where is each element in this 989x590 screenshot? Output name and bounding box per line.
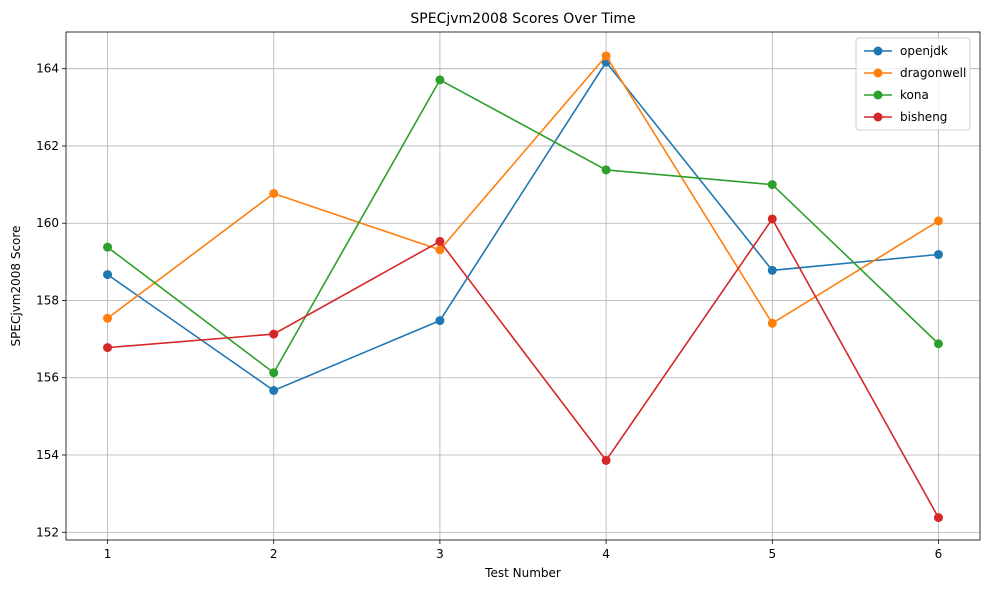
data-point (933, 339, 943, 349)
legend-item-kona: kona (864, 88, 929, 102)
legend-label: dragonwell (900, 66, 966, 80)
y-tick-label: 158 (36, 293, 59, 307)
series-layer (103, 51, 943, 523)
legend-item-dragonwell: dragonwell (864, 66, 966, 80)
data-point (269, 188, 279, 198)
x-tick-label: 1 (104, 547, 112, 561)
data-point (435, 75, 445, 85)
data-point (269, 329, 279, 339)
plot-frame (65, 31, 981, 541)
data-point (435, 236, 445, 246)
data-point (767, 265, 777, 275)
data-point (103, 242, 113, 252)
y-tick-label: 152 (36, 525, 59, 539)
series-line (107, 78, 940, 374)
data-point (767, 214, 777, 224)
legend-label: bisheng (900, 110, 947, 124)
grid-layer (66, 32, 980, 540)
data-point (933, 216, 943, 226)
legend-marker (873, 68, 883, 78)
data-point (601, 455, 611, 465)
data-point (435, 316, 445, 326)
legend-marker (873, 90, 883, 100)
y-tick-label: 154 (36, 448, 59, 462)
data-point (601, 165, 611, 175)
legend-item-bisheng: bisheng (864, 110, 947, 124)
data-point (767, 318, 777, 328)
y-tick-label: 156 (36, 371, 59, 385)
data-point (933, 250, 943, 260)
series-kona (103, 75, 943, 378)
y-tick-label: 164 (36, 62, 59, 76)
ticks-layer: 1 2 3 4 5 6 152 154 156 158 160 162 164 (36, 62, 942, 561)
data-point (933, 513, 943, 523)
series-line (107, 217, 940, 518)
data-point (103, 343, 113, 353)
x-tick-label: 6 (935, 547, 943, 561)
legend-marker (873, 46, 883, 56)
legend-marker (873, 112, 883, 122)
data-point (601, 51, 611, 61)
series-bisheng (103, 214, 943, 523)
y-axis-label: SPECjvm2008 Score (9, 226, 23, 347)
data-point (269, 385, 279, 395)
x-axis-label: Test Number (484, 566, 561, 580)
legend-label: kona (900, 88, 929, 102)
x-tick-label: 5 (768, 547, 776, 561)
data-point (103, 270, 113, 280)
data-point (435, 245, 445, 255)
x-tick-label: 4 (602, 547, 610, 561)
x-tick-label: 3 (436, 547, 444, 561)
y-tick-label: 162 (36, 139, 59, 153)
legend-box (855, 37, 971, 131)
y-tick-label: 160 (36, 216, 59, 230)
legend: openjdk dragonwell kona bisheng (855, 37, 971, 131)
chart-title: SPECjvm2008 Scores Over Time (410, 11, 635, 27)
data-point (269, 368, 279, 378)
series-dragonwell (103, 51, 943, 328)
data-point (103, 313, 113, 323)
legend-item-openjdk: openjdk (864, 44, 948, 58)
data-point (767, 180, 777, 190)
x-tick-label: 2 (270, 547, 278, 561)
legend-label: openjdk (900, 44, 948, 58)
series-line (107, 54, 939, 325)
